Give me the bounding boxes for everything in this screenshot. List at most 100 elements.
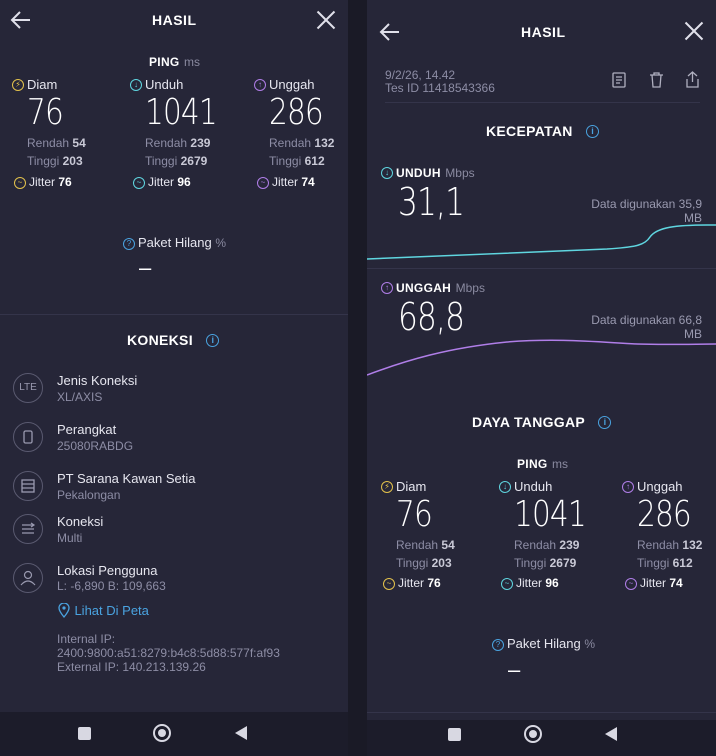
nav-bar — [0, 712, 348, 756]
device-title: Perangkat — [57, 422, 117, 437]
back-nav-icon[interactable] — [604, 726, 618, 742]
map-pin-icon — [58, 602, 70, 619]
trash-icon[interactable] — [649, 72, 664, 88]
metric-upload: ↑ Unggah — [254, 76, 315, 94]
nav-bar — [367, 720, 716, 756]
download-icon: ↓ — [130, 78, 142, 91]
divider — [385, 102, 700, 103]
download-label: ↓ UNDUH Mbps — [381, 164, 475, 182]
metric-download: ↓ Unduh — [499, 478, 552, 496]
test-id: Tes ID 11418543366 — [385, 81, 495, 95]
back-arrow-icon[interactable] — [379, 22, 401, 42]
download-icon: ↓ — [381, 166, 393, 179]
upload-latency-value: 286 — [637, 494, 692, 535]
idle-icon: ⚡ — [12, 78, 24, 91]
idle-low: Rendah 54 — [27, 136, 86, 150]
upload-data-used: Data digunakan 66,8 MB — [591, 313, 702, 341]
upload-low: Rendah 132 — [637, 538, 703, 552]
ping-heading: PING ms — [149, 55, 200, 69]
external-ip: External IP: 140.213.139.26 — [57, 660, 206, 674]
server-title: PT Sarana Kawan Setia — [57, 471, 196, 486]
upload-speed-value: 68,8 — [398, 295, 465, 339]
jitter-icon: ~ — [501, 577, 513, 590]
help-icon: ? — [492, 638, 504, 651]
close-icon[interactable] — [316, 10, 336, 30]
upload-low: Rendah 132 — [269, 136, 335, 150]
download-low: Rendah 239 — [145, 136, 211, 150]
share-icon[interactable] — [685, 71, 700, 88]
user-location-title: Lokasi Pengguna — [57, 563, 158, 578]
idle-high: Tinggi 203 — [396, 556, 452, 570]
packet-loss-value: – — [139, 255, 152, 280]
device-value: 25080RABDG — [57, 439, 134, 453]
download-latency-value: 1041 — [514, 494, 587, 535]
idle-value: 76 — [396, 494, 433, 535]
upload-icon: ↑ — [622, 480, 634, 493]
upload-icon: ↑ — [381, 281, 393, 294]
idle-jitter: ~ Jitter 76 — [383, 576, 441, 590]
divider — [367, 712, 716, 713]
idle-high: Tinggi 203 — [27, 154, 83, 168]
user-location-value: L: -6,890 B: 109,663 — [57, 579, 166, 593]
info-icon[interactable]: i — [206, 334, 220, 348]
upload-jitter: ~ Jitter 74 — [257, 175, 315, 189]
metric-idle: ⚡ Diam — [381, 478, 426, 496]
responsiveness-heading: DAYA TANGGAP i — [472, 414, 612, 432]
back-nav-icon[interactable] — [234, 725, 248, 741]
download-data-used: Data digunakan 35,9 MB — [591, 197, 702, 225]
header-title: HASIL — [152, 12, 197, 28]
info-icon[interactable]: i — [586, 125, 600, 139]
view-map-link[interactable]: Lihat Di Peta — [58, 602, 149, 620]
download-high: Tinggi 2679 — [514, 556, 577, 570]
download-speed-value: 31,1 — [398, 180, 465, 224]
home-icon[interactable] — [153, 724, 171, 742]
divider — [367, 268, 716, 269]
idle-icon: ⚡ — [381, 480, 393, 493]
upload-latency-value: 286 — [269, 92, 324, 133]
upload-label: ↑ UNGGAH Mbps — [381, 279, 485, 297]
left-screen: HASIL PING ms ⚡ Diam 76 Rendah 54 Tinggi … — [0, 0, 348, 756]
metric-upload: ↑ Unggah — [622, 478, 683, 496]
upload-high: Tinggi 612 — [637, 556, 693, 570]
idle-value: 76 — [27, 92, 64, 133]
receipt-icon[interactable] — [612, 72, 626, 88]
idle-jitter: ~ Jitter 76 — [14, 175, 72, 189]
server-icon — [13, 471, 43, 501]
connection-type-value: XL/AXIS — [57, 390, 103, 404]
user-icon — [13, 563, 43, 593]
download-high: Tinggi 2679 — [145, 154, 208, 168]
download-jitter: ~ Jitter 96 — [501, 576, 559, 590]
download-icon: ↓ — [499, 480, 511, 493]
info-icon[interactable]: i — [598, 416, 612, 430]
ping-heading: PING ms — [517, 457, 568, 471]
internal-ip-value: 2400:9800:a51:8279:b4c8:5d88:577f:af93 — [57, 646, 280, 660]
packet-loss-label: ? Paket Hilang % — [123, 235, 226, 250]
server-location: Pekalongan — [57, 488, 121, 502]
recents-icon[interactable] — [78, 727, 91, 740]
connection-mode-value: Multi — [57, 531, 83, 545]
phone-icon — [13, 422, 43, 452]
download-speed-graph — [367, 224, 716, 260]
download-jitter: ~ Jitter 96 — [133, 175, 191, 189]
connection-mode-title: Koneksi — [57, 514, 104, 529]
lte-icon: LTE — [13, 373, 43, 403]
jitter-icon: ~ — [257, 176, 269, 189]
download-latency-value: 1041 — [145, 92, 218, 133]
download-low: Rendah 239 — [514, 538, 580, 552]
jitter-icon: ~ — [14, 176, 26, 189]
right-screen: HASIL 9/2/26, 14.42 Tes ID 11418543366 K… — [367, 0, 716, 756]
help-icon: ? — [123, 237, 135, 250]
close-icon[interactable] — [684, 21, 704, 41]
speed-heading: KECEPATAN i — [486, 123, 600, 141]
metric-download: ↓ Unduh — [130, 76, 183, 94]
home-icon[interactable] — [524, 725, 542, 743]
back-arrow-icon[interactable] — [10, 10, 32, 30]
upload-icon: ↑ — [254, 78, 266, 91]
connection-type-title: Jenis Koneksi — [57, 373, 138, 388]
metric-idle: ⚡ Diam — [12, 76, 57, 94]
connection-heading: KONEKSI i — [127, 332, 220, 350]
recents-icon[interactable] — [448, 728, 461, 741]
jitter-icon: ~ — [625, 577, 637, 590]
packet-loss-value: – — [508, 657, 521, 682]
divider — [0, 314, 348, 315]
